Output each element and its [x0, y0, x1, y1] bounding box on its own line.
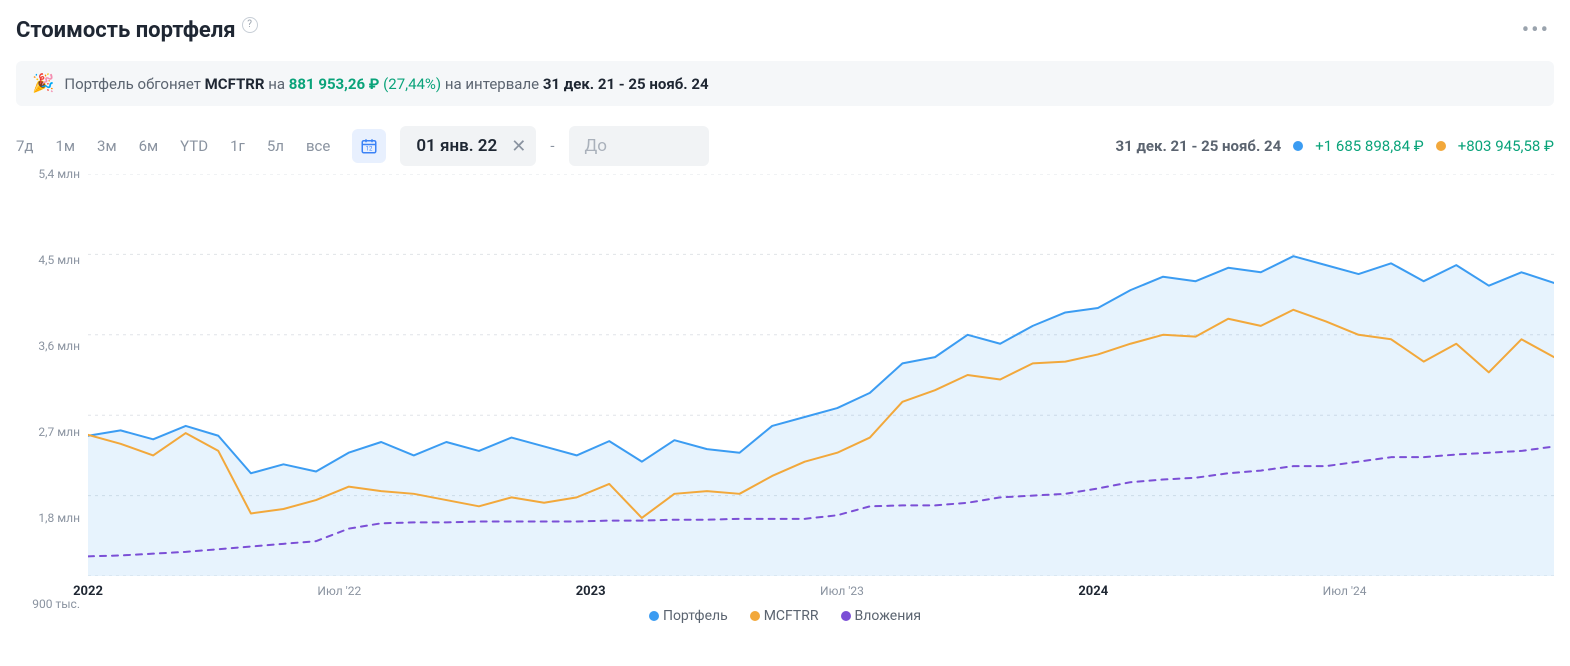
calendar-button[interactable]: 12	[352, 129, 386, 163]
header: Стоимость портфеля ? •••	[16, 18, 1554, 43]
legend-dot-portfolio	[649, 611, 659, 621]
celebrate-icon: 🎉	[32, 73, 54, 94]
range-selector: 7д 1м 3м 6м YTD 1г 5л все 12	[16, 129, 386, 163]
legend-item-deposits[interactable]: Вложения	[841, 608, 922, 624]
banner-text: Портфель обгоняет MCFTRR на 881 953,26 ₽…	[64, 75, 708, 93]
range-5y[interactable]: 5л	[267, 137, 284, 155]
performance-banner: 🎉 Портфель обгоняет MCFTRR на 881 953,26…	[16, 61, 1554, 106]
x-tick-label: 2022	[73, 584, 103, 599]
page-title: Стоимость портфеля	[16, 18, 236, 43]
range-ytd[interactable]: YTD	[180, 137, 208, 155]
y-axis-labels: 5,4 млн4,5 млн3,6 млн2,7 млн1,8 млн900 т…	[16, 174, 88, 604]
y-tick-label: 1,8 млн	[38, 511, 80, 525]
controls-row: 7д 1м 3м 6м YTD 1г 5л все 12 01 янв. 22 …	[16, 126, 1554, 166]
y-tick-label: 2,7 млн	[38, 425, 80, 439]
range-6m[interactable]: 6м	[139, 137, 159, 155]
x-axis-labels: 2022Июл '222023Июл '232024Июл '24	[88, 584, 1554, 604]
legend-item-portfolio[interactable]: Портфель	[649, 608, 728, 624]
range-7d[interactable]: 7д	[16, 137, 33, 155]
svg-text:12: 12	[366, 146, 373, 153]
chart-container: 5,4 млн4,5 млн3,6 млн2,7 млн1,8 млн900 т…	[16, 174, 1554, 604]
summary-interval: 31 дек. 21 - 25 нояб. 24	[1116, 137, 1282, 155]
legend-dot-benchmark	[750, 611, 760, 621]
x-tick-label: 2023	[576, 584, 606, 599]
summary-dot-portfolio	[1293, 141, 1303, 151]
help-icon[interactable]: ?	[242, 17, 258, 33]
x-tick-label: Июл '24	[1323, 584, 1367, 598]
chart-legend: Портфель MCFTRR Вложения	[16, 604, 1554, 624]
y-tick-label: 4,5 млн	[38, 253, 80, 267]
y-tick-label: 3,6 млн	[38, 339, 80, 353]
date-separator: -	[550, 137, 554, 155]
date-to-input[interactable]: До	[569, 126, 709, 166]
range-all[interactable]: все	[306, 137, 330, 155]
date-from-input[interactable]: 01 янв. 22 ✕	[400, 126, 536, 166]
summary-dot-benchmark	[1436, 141, 1446, 151]
date-from-value: 01 янв. 22	[416, 136, 497, 156]
chart-plot[interactable]	[88, 174, 1554, 576]
x-tick-label: Июл '22	[317, 584, 361, 598]
calendar-icon: 12	[360, 137, 378, 155]
clear-date-icon[interactable]: ✕	[511, 136, 526, 157]
range-1m[interactable]: 1м	[55, 137, 75, 155]
range-1y[interactable]: 1г	[230, 137, 245, 155]
title-wrap: Стоимость портфеля ?	[16, 18, 258, 43]
x-tick-label: 2024	[1078, 584, 1108, 599]
legend-dot-deposits	[841, 611, 851, 621]
date-to-placeholder: До	[585, 136, 607, 156]
y-tick-label: 5,4 млн	[38, 167, 80, 181]
summary-stats: 31 дек. 21 - 25 нояб. 24 +1 685 898,84 ₽…	[1116, 137, 1555, 155]
range-3m[interactable]: 3м	[97, 137, 117, 155]
legend-item-benchmark[interactable]: MCFTRR	[750, 608, 819, 624]
summary-value-benchmark: +803 945,58 ₽	[1458, 137, 1554, 155]
y-tick-label: 900 тыс.	[32, 597, 80, 611]
summary-value-portfolio: +1 685 898,84 ₽	[1315, 137, 1423, 155]
x-tick-label: Июл '23	[820, 584, 864, 598]
